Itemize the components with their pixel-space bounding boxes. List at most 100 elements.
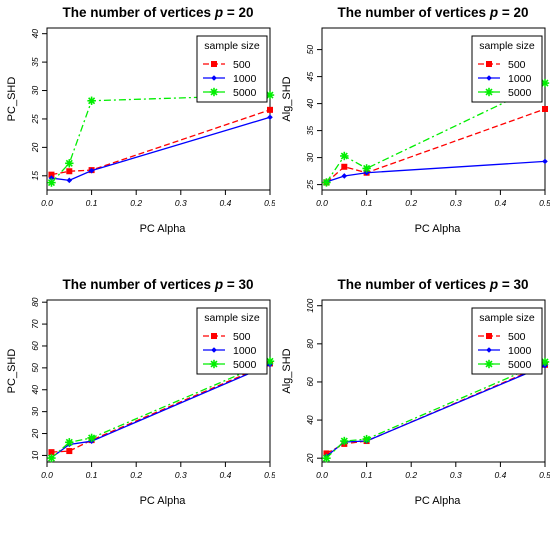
legend-label-5000: 5000	[233, 359, 257, 371]
legend-title: sample size	[479, 40, 535, 52]
y-tick-label: 50	[30, 363, 40, 373]
series-5000	[322, 357, 550, 463]
chart-title-variable: p	[489, 5, 498, 20]
data-point-500	[341, 163, 348, 170]
chart-title-text: The number of vertices	[338, 277, 490, 292]
y-tick-label: 25	[305, 180, 315, 191]
x-axis-label: PC Alpha	[140, 495, 187, 507]
y-tick-label: 40	[305, 99, 315, 109]
legend-marker-5000	[209, 87, 219, 97]
series-line-1000	[51, 116, 271, 182]
y-tick-label: 60	[305, 377, 315, 387]
series-line-5000	[51, 360, 271, 459]
legend-marker-1000	[211, 75, 217, 81]
series-5000	[322, 78, 550, 187]
y-tick-label: 30	[30, 86, 40, 96]
series-line-1000	[326, 365, 546, 457]
chart-panel-alg-shd-p30: The number of vertices p = 30 0.0 0.1 0.2 0.…	[275, 272, 550, 543]
series-line-1000	[326, 160, 546, 183]
y-tick-label: 80	[30, 297, 40, 307]
y-tick-label: 70	[30, 319, 40, 329]
legend-marker-1000	[486, 75, 492, 81]
data-point-1000	[48, 175, 55, 181]
legend-label-1000: 1000	[508, 345, 532, 357]
data-point-1000	[542, 158, 548, 165]
y-tick-label: 20	[30, 142, 40, 153]
y-tick-label: 100	[305, 298, 315, 312]
legend-marker-500	[211, 61, 217, 67]
legend-marker-500	[486, 333, 492, 339]
x-tick-label: 0.0	[316, 198, 328, 208]
legend-marker-500	[211, 333, 217, 339]
legend-marker-1000	[211, 347, 217, 353]
data-point-1000	[363, 169, 370, 176]
legend-marker-1000	[486, 347, 492, 353]
data-point-1000	[341, 173, 348, 179]
legend-title: sample size	[204, 312, 260, 324]
series-line-5000	[326, 361, 546, 459]
legend: sample size 500 1000 5000	[196, 35, 268, 103]
y-axis-label: Alg_SHD	[281, 76, 293, 121]
x-axis-label: PC Alpha	[415, 495, 462, 507]
x-tick-label: 0.3	[450, 198, 462, 208]
chart-svg: The number of vertices p = 20 0.0 0.1 0.2 0.…	[281, 5, 550, 235]
y-tick-label: 15	[30, 171, 40, 181]
data-point-500	[66, 168, 73, 175]
y-tick-label: 80	[305, 339, 315, 349]
data-point-5000	[65, 159, 74, 168]
series-line-5000	[50, 94, 271, 184]
y-axis-label: Alg_SHD	[281, 348, 293, 393]
y-tick-label: 40	[30, 29, 40, 39]
x-tick-label: 0.5	[264, 198, 275, 208]
y-tick-label: 35	[305, 126, 315, 136]
x-axis-label: PC Alpha	[140, 223, 187, 235]
x-tick-label: 0.4	[219, 198, 231, 208]
series-1000	[48, 114, 273, 184]
data-point-500	[48, 171, 55, 178]
y-tick-label: 45	[305, 72, 315, 82]
chart-title-value: = 20	[498, 5, 528, 20]
chart-title: The number of vertices p = 30	[338, 277, 529, 292]
series-line-5000	[325, 82, 546, 183]
data-point-5000	[322, 178, 331, 187]
chart-title-text: The number of vertices	[63, 277, 215, 292]
x-tick-label: 0.2	[405, 470, 417, 480]
chart-title: The number of vertices p = 20	[338, 5, 529, 20]
x-tick-label: 0.5	[539, 198, 550, 208]
legend-label-500: 500	[508, 59, 526, 71]
chart-svg: The number of vertices p = 30 0.0 0.1 0.2 0.…	[281, 277, 550, 507]
y-tick-label: 50	[305, 45, 315, 55]
chart-svg: The number of vertices p = 20 0.0 0.1 0.2 0.…	[6, 5, 275, 235]
data-point-5000	[65, 438, 74, 447]
legend-box	[196, 35, 268, 103]
x-tick-label: 0.1	[361, 470, 373, 480]
x-tick-label: 0.5	[264, 470, 275, 480]
data-point-500	[66, 448, 73, 455]
legend-label-500: 500	[233, 331, 251, 343]
chart-title-variable: p	[214, 5, 223, 20]
legend-title: sample size	[204, 40, 260, 52]
legend-marker-5000	[209, 359, 219, 369]
x-tick-label: 0.2	[130, 470, 142, 480]
y-tick-label: 25	[30, 114, 40, 125]
data-point-5000	[47, 178, 56, 187]
legend-marker-500	[486, 61, 492, 67]
chart-panel-pc-shd-p20: The number of vertices p = 20 0.0 0.1 0.2 0.…	[0, 0, 275, 271]
legend-marker-5000	[484, 87, 494, 97]
y-tick-label: 20	[305, 453, 315, 464]
chart-title: The number of vertices p = 20	[63, 5, 254, 20]
legend-label-1000: 1000	[508, 73, 532, 85]
legend-label-5000: 5000	[508, 359, 532, 371]
chart-title-text: The number of vertices	[338, 5, 490, 20]
y-axis-label: PC_SHD	[6, 77, 18, 122]
legend: sample size 500 1000 5000	[471, 307, 543, 375]
y-axis-label: PC_SHD	[6, 349, 18, 394]
data-point-1000	[88, 167, 95, 174]
x-tick-label: 0.1	[86, 198, 98, 208]
chart-title-value: = 30	[498, 277, 528, 292]
legend-marker-5000	[484, 359, 494, 369]
series-500	[48, 106, 273, 178]
x-tick-label: 0.1	[361, 198, 373, 208]
legend-box	[196, 307, 268, 375]
x-tick-label: 0.2	[130, 198, 142, 208]
